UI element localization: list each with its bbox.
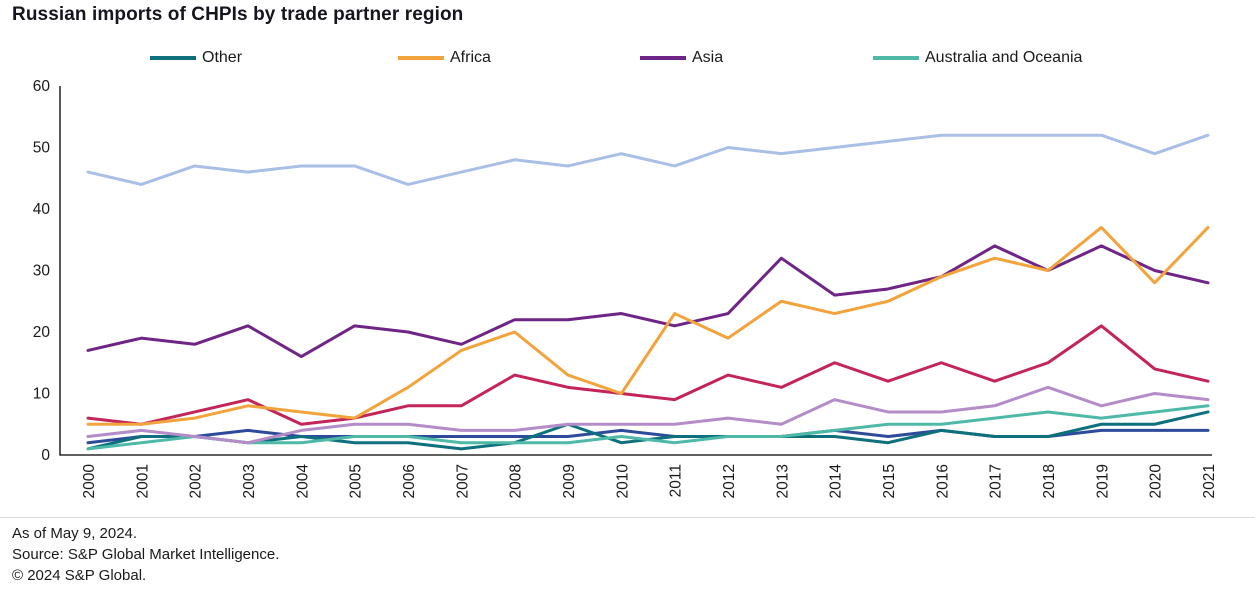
- legend-swatch-africa: [398, 56, 444, 60]
- axis-lines: [59, 86, 1212, 456]
- series-unlabeled-light-blue: [86, 133, 1210, 186]
- y-tick-label: 0: [41, 447, 50, 464]
- x-tick-label: 2020: [1148, 464, 1165, 499]
- x-tick-label: 2013: [774, 464, 791, 498]
- chart-legend: Other Africa Asia Australia and Oceania: [0, 46, 1255, 70]
- page-title: Russian imports of CHPIs by trade partne…: [12, 4, 464, 25]
- x-tick-label: 2000: [81, 464, 98, 499]
- legend-item-asia: Asia: [640, 46, 723, 70]
- y-tick-label: 30: [33, 263, 51, 280]
- legend-swatch-asia: [640, 56, 686, 60]
- x-tick-label: 2003: [241, 464, 258, 498]
- x-tick-label: 2017: [988, 464, 1005, 498]
- x-tick-label: 2009: [561, 464, 578, 498]
- x-tick-label: 2019: [1094, 464, 1111, 498]
- y-tick-label: 20: [33, 324, 51, 341]
- line-chart: 0 10 20 30 40 50 60 2000 2001 2002 2003 2004 2005 200…: [33, 78, 1218, 499]
- legend-label-australia-and-oceania: Australia and Oceania: [925, 49, 1083, 66]
- as-of-date: As of May 9, 2024.: [12, 525, 138, 542]
- x-tick-label: 2005: [348, 464, 365, 498]
- legend-label-other: Other: [202, 49, 243, 66]
- legend-label-asia: Asia: [692, 49, 724, 66]
- x-tick-label: 2011: [668, 464, 685, 497]
- legend-item-other: Other: [150, 46, 242, 70]
- x-tick-label: 2001: [134, 464, 151, 498]
- legend-item-australia-and-oceania: Australia and Oceania: [873, 46, 1082, 70]
- series-africa: [86, 225, 1210, 426]
- x-tick-label: 2010: [614, 464, 631, 499]
- x-tick-label: 2007: [454, 464, 471, 498]
- legend-item-africa: Africa: [398, 46, 491, 70]
- series-unlabeled-lavender: [86, 385, 1210, 445]
- x-tick-label: 2021: [1201, 464, 1218, 498]
- x-tick-label: 2015: [881, 464, 898, 498]
- x-tick-label: 2012: [721, 464, 738, 498]
- y-tick-label: 50: [33, 140, 51, 157]
- x-tick-label: 2014: [828, 464, 845, 499]
- legend-swatch-australia-and-oceania: [873, 56, 919, 60]
- x-tick-label: 2018: [1041, 464, 1058, 498]
- series-unlabeled-crimson: [86, 324, 1210, 426]
- x-tick-label: 2016: [934, 464, 951, 498]
- series-australia-and-oceania: [86, 404, 1210, 451]
- copyright-note: © 2024 S&P Global.: [12, 567, 147, 584]
- chart-footer: As of May 9, 2024. Source: S&P Global Ma…: [0, 517, 1255, 586]
- legend-swatch-other: [150, 56, 196, 60]
- series-asia: [86, 244, 1210, 359]
- x-tick-label: 2002: [188, 464, 205, 498]
- source-note: Source: S&P Global Market Intelligence.: [12, 546, 280, 563]
- x-tick-label: 2008: [508, 464, 525, 498]
- x-tick-label: 2004: [294, 464, 311, 499]
- y-tick-label: 10: [33, 386, 51, 403]
- x-tick-label: 2006: [401, 464, 418, 498]
- y-tick-label: 60: [33, 78, 51, 95]
- legend-label-africa: Africa: [450, 49, 491, 66]
- y-tick-label: 40: [33, 201, 51, 218]
